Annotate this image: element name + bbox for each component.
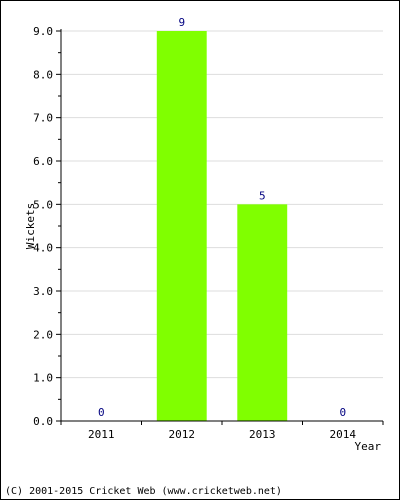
y-tick-label: 0.0	[33, 415, 53, 428]
bar-2013	[237, 204, 288, 421]
x-tick-label: 2014	[330, 428, 357, 441]
data-label-2014: 0	[339, 406, 346, 419]
y-axis-title: Wickets	[24, 203, 37, 249]
y-tick-label: 1.0	[33, 372, 53, 385]
axes	[56, 29, 384, 425]
y-tick-label: 2.0	[33, 328, 53, 341]
data-label-2011: 0	[98, 406, 105, 419]
y-tick-labels: 0.0 1.0 2.0 3.0 4.0 5.0 6.0 7.0 8.0 9.0	[33, 25, 53, 428]
bar-2012	[156, 31, 207, 421]
data-label-2012: 9	[178, 16, 185, 29]
y-tick-label: 4.0	[33, 242, 53, 255]
copyright-footer: (C) 2001-2015 Cricket Web (www.cricketwe…	[5, 486, 282, 497]
y-tick-label: 6.0	[33, 155, 53, 168]
bars	[156, 31, 288, 421]
y-tick-label: 7.0	[33, 112, 53, 125]
x-tick-label: 2011	[88, 428, 115, 441]
y-tick-label: 9.0	[33, 25, 53, 38]
y-tick-label: 8.0	[33, 68, 53, 81]
x-tick-label: 2013	[249, 428, 276, 441]
x-tick-labels: 2011 2012 2013 2014	[88, 428, 356, 441]
data-label-2013: 5	[259, 189, 266, 202]
gridlines	[61, 30, 383, 379]
x-axis-title: Year	[355, 440, 382, 453]
x-tick-label: 2012	[169, 428, 196, 441]
y-tick-label: 5.0	[33, 198, 53, 211]
value-labels: 0 9 5 0	[98, 16, 346, 419]
y-tick-label: 3.0	[33, 285, 53, 298]
